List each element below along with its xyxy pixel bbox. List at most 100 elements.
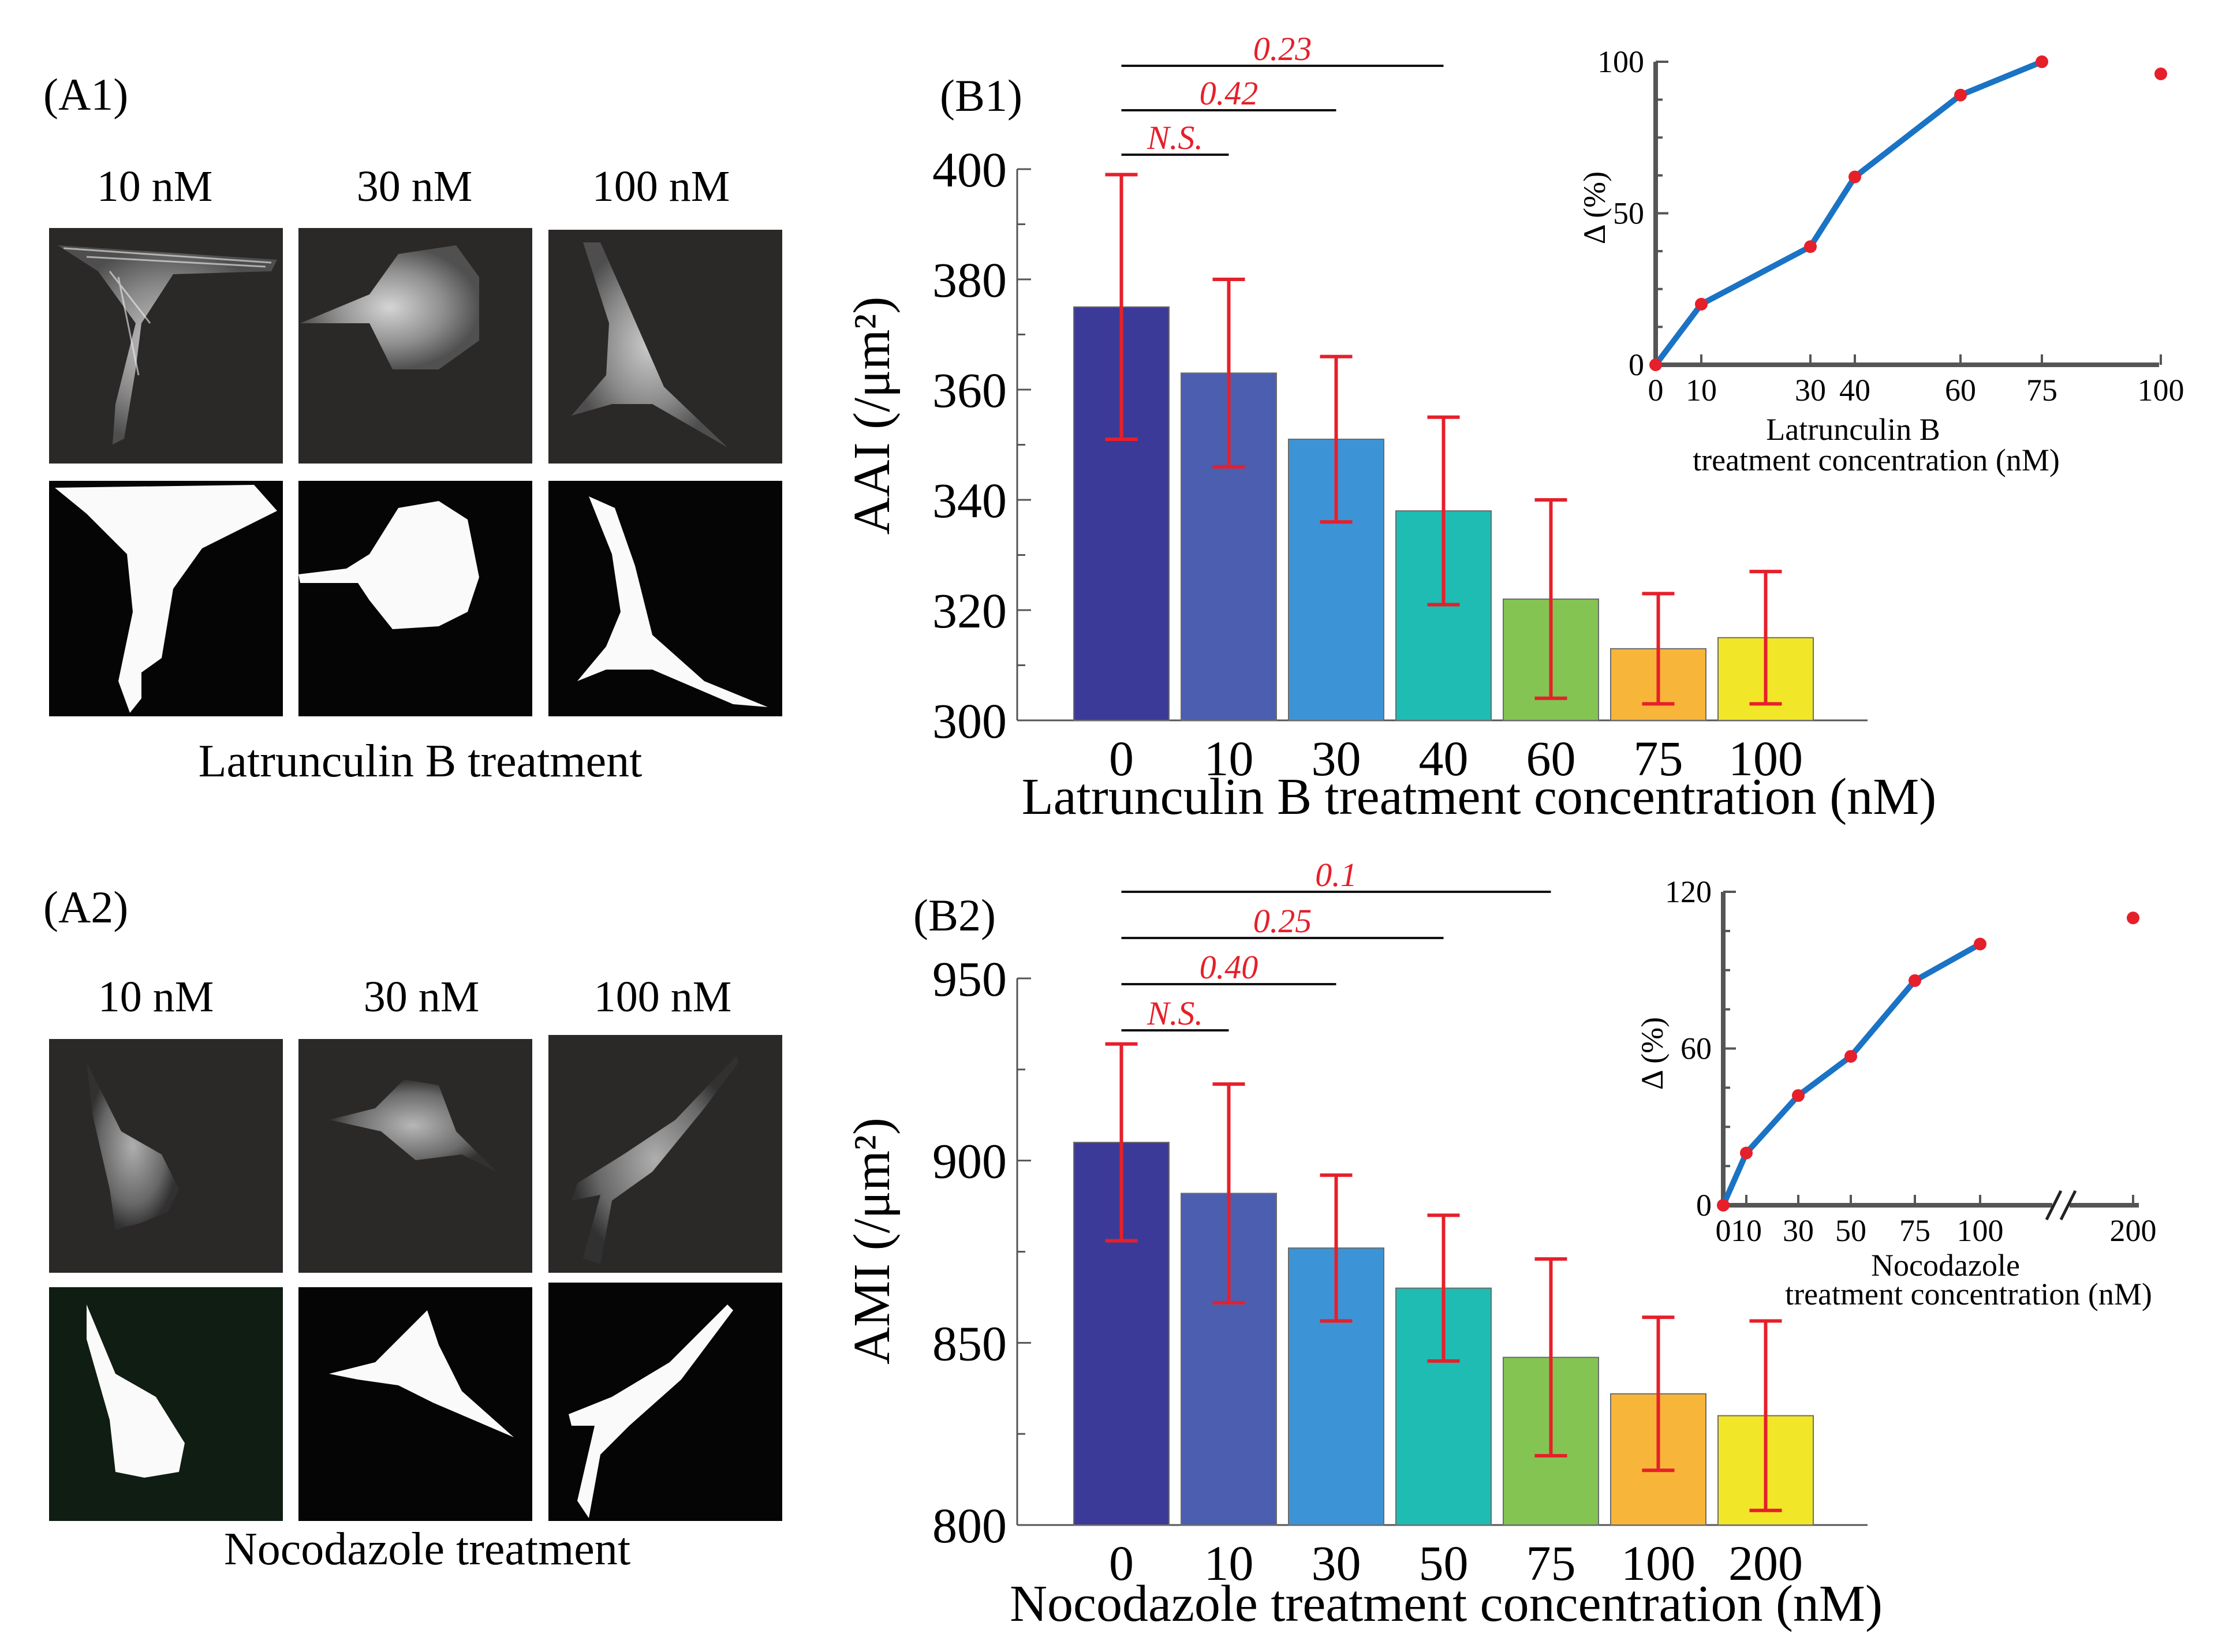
b1-ytick-label: 340 bbox=[932, 473, 1007, 528]
b2-inset-xtick-label: 75 bbox=[1899, 1213, 1930, 1248]
b2-xtick-label: 75 bbox=[1526, 1535, 1576, 1591]
b1-xtick-label: 60 bbox=[1526, 731, 1576, 786]
b2-inset-ytick-label: 120 bbox=[1665, 874, 1712, 909]
b1-y-axis-label: AAI (/μm²) bbox=[843, 297, 901, 535]
b1-inset-x-axis-label-line2: treatment concentration (nM) bbox=[1693, 443, 2060, 477]
micrograph-a1-10nm-mask bbox=[49, 481, 283, 716]
b2-inset-x-axis-label-line1: Nocodazole bbox=[1871, 1248, 2020, 1283]
b2-inset-data-point bbox=[1844, 1050, 1857, 1063]
conc-label-a1-1: 10 nM bbox=[97, 162, 213, 211]
panel-label-b2: (B2) bbox=[913, 890, 996, 940]
b1-xtick-label: 10 bbox=[1204, 731, 1254, 786]
b1-xtick-label: 100 bbox=[1728, 731, 1803, 786]
b1-inset-xtick-label: 100 bbox=[2138, 373, 2184, 408]
micrograph-a1-30nm-mask bbox=[298, 481, 532, 716]
b1-inset-xtick-label: 40 bbox=[1839, 373, 1870, 408]
caption-a2: Nocodazole treatment bbox=[224, 1524, 630, 1575]
b2-inset-outlier-point bbox=[2127, 911, 2139, 925]
b1-significance-label: 0.23 bbox=[1253, 30, 1312, 68]
b1-inset-series-line bbox=[1653, 59, 2043, 367]
b2-significance-label: 0.1 bbox=[1315, 856, 1357, 894]
b2-inset-xtick-label: 200 bbox=[2110, 1213, 2157, 1248]
b1-significance-label: 0.42 bbox=[1200, 74, 1258, 112]
micrograph-a1-30nm-fluorescence bbox=[298, 228, 532, 464]
b2-inset-y-axis-label: Δ (%) bbox=[1635, 1017, 1670, 1090]
b1-significance-label: N.S. bbox=[1147, 119, 1203, 156]
b1-ytick-label: 380 bbox=[932, 252, 1007, 308]
b1-xtick-label: 0 bbox=[1109, 731, 1134, 786]
b1-ytick-label: 300 bbox=[932, 693, 1007, 749]
conc-label-a2-2: 30 nM bbox=[364, 973, 480, 1021]
b2-inset-axis-break-mark bbox=[2045, 1190, 2063, 1221]
b1-ytick-label: 360 bbox=[932, 362, 1007, 418]
b1-xtick-label: 30 bbox=[1312, 731, 1361, 786]
b2-xtick-label: 30 bbox=[1312, 1535, 1361, 1591]
conc-label-a2-3: 100 nM bbox=[594, 973, 732, 1021]
conc-label-a1-2: 30 nM bbox=[357, 162, 473, 211]
micrograph-a1-100nm-fluorescence bbox=[548, 230, 782, 464]
b2-y-axis-label: AMI (/μm²) bbox=[843, 1117, 901, 1365]
b1-inset-data-point bbox=[1804, 240, 1817, 253]
b2-inset-data-point bbox=[1974, 937, 1986, 951]
caption-a1: Latrunculin B treatment bbox=[199, 736, 643, 787]
micrograph-a2-100nm-mask bbox=[548, 1283, 782, 1521]
b2-xtick-label: 200 bbox=[1728, 1535, 1803, 1591]
conc-label-a2-1: 10 nM bbox=[98, 973, 214, 1021]
b2-inset-xtick-label: 50 bbox=[1835, 1213, 1866, 1248]
b1-xtick-label: 40 bbox=[1419, 731, 1469, 786]
b1-ytick-label: 320 bbox=[932, 583, 1007, 638]
b2-inset-ytick-label: 0 bbox=[1696, 1188, 1712, 1223]
inset-b1: 0 50 100 0 10 30 40 60 75 100 Δ (%) Latrunculin Btr… bbox=[1577, 44, 2184, 477]
b1-inset-data-point bbox=[1695, 298, 1708, 311]
b1-inset-xtick-label: 30 bbox=[1795, 373, 1826, 408]
micrograph-a1-100nm-mask bbox=[548, 481, 782, 716]
micrograph-a2-30nm-fluorescence bbox=[298, 1039, 532, 1273]
micrograph-a2-10nm-fluorescence bbox=[49, 1039, 283, 1273]
b2-significance-label: 0.25 bbox=[1253, 902, 1312, 940]
b1-inset-xtick-label: 0 bbox=[1648, 373, 1664, 408]
b1-inset-xtick-label: 10 bbox=[1686, 373, 1717, 408]
b2-inset-xtick-label: 30 bbox=[1783, 1213, 1814, 1248]
b2-ytick-label: 900 bbox=[932, 1134, 1007, 1189]
b2-inset-series-line bbox=[1720, 941, 1982, 1207]
b1-inset-y-axis-label: Δ (%) bbox=[1577, 171, 1612, 244]
b2-inset-ytick-label: 60 bbox=[1680, 1031, 1712, 1066]
b1-x-axis-label: Latrunculin B treatment concentration (n… bbox=[1022, 768, 1936, 825]
b2-inset-data-point bbox=[1909, 974, 1921, 987]
b1-inset-data-point bbox=[1954, 88, 1967, 102]
b2-significance-label: 0.40 bbox=[1200, 948, 1258, 986]
micrograph-a2-10nm-mask bbox=[49, 1287, 283, 1521]
b1-inset-data-point bbox=[1649, 358, 1662, 371]
b2-xtick-label: 50 bbox=[1419, 1535, 1469, 1591]
b1-xtick-label: 75 bbox=[1634, 731, 1683, 786]
b1-inset-ytick-label: 100 bbox=[1597, 44, 1644, 79]
conc-label-a1-3: 100 nM bbox=[592, 162, 730, 211]
b1-inset-ytick-label: 50 bbox=[1613, 196, 1644, 231]
b2-ytick-label: 850 bbox=[932, 1315, 1007, 1371]
panel-a2: (A2) 10 nM 30 nM 100 nM Nocodazole tr bbox=[43, 882, 782, 1575]
b2-xtick-label: 100 bbox=[1621, 1535, 1696, 1591]
b2-ytick-label: 800 bbox=[932, 1498, 1007, 1553]
b1-inset-outlier-point bbox=[2154, 68, 2167, 80]
b2-inset-x-axis-label-line2: treatment concentration (nM) bbox=[1785, 1277, 2152, 1311]
b2-significance-label: N.S. bbox=[1147, 995, 1203, 1032]
b2-inset-xtick-label: 100 bbox=[1957, 1213, 2004, 1248]
b2-inset-axis-break-mark bbox=[2059, 1190, 2077, 1221]
b2-inset-data-point bbox=[1740, 1146, 1753, 1160]
b2-inset-xtick-label: 0 bbox=[1716, 1213, 1731, 1248]
panel-label-a2: (A2) bbox=[43, 882, 128, 932]
b1-inset-ytick-label: 0 bbox=[1629, 347, 1644, 382]
b2-xtick-label: 10 bbox=[1204, 1535, 1254, 1591]
panel-label-b1: (B1) bbox=[940, 70, 1022, 121]
panel-label-a1: (A1) bbox=[43, 69, 128, 119]
b2-inset-data-point bbox=[1717, 1199, 1730, 1212]
panel-a1: (A1) 10 nM 30 nM 100 nM bbox=[43, 69, 782, 787]
b2-inset-data-point bbox=[1792, 1089, 1805, 1102]
b2-x-axis-label: Nocodazole treatment concentration (nM) bbox=[1010, 1575, 1883, 1632]
micrograph-a2-100nm-fluorescence bbox=[548, 1035, 782, 1273]
b2-inset-xtick-label: 10 bbox=[1731, 1213, 1762, 1248]
micrograph-a2-30nm-mask bbox=[298, 1287, 532, 1521]
